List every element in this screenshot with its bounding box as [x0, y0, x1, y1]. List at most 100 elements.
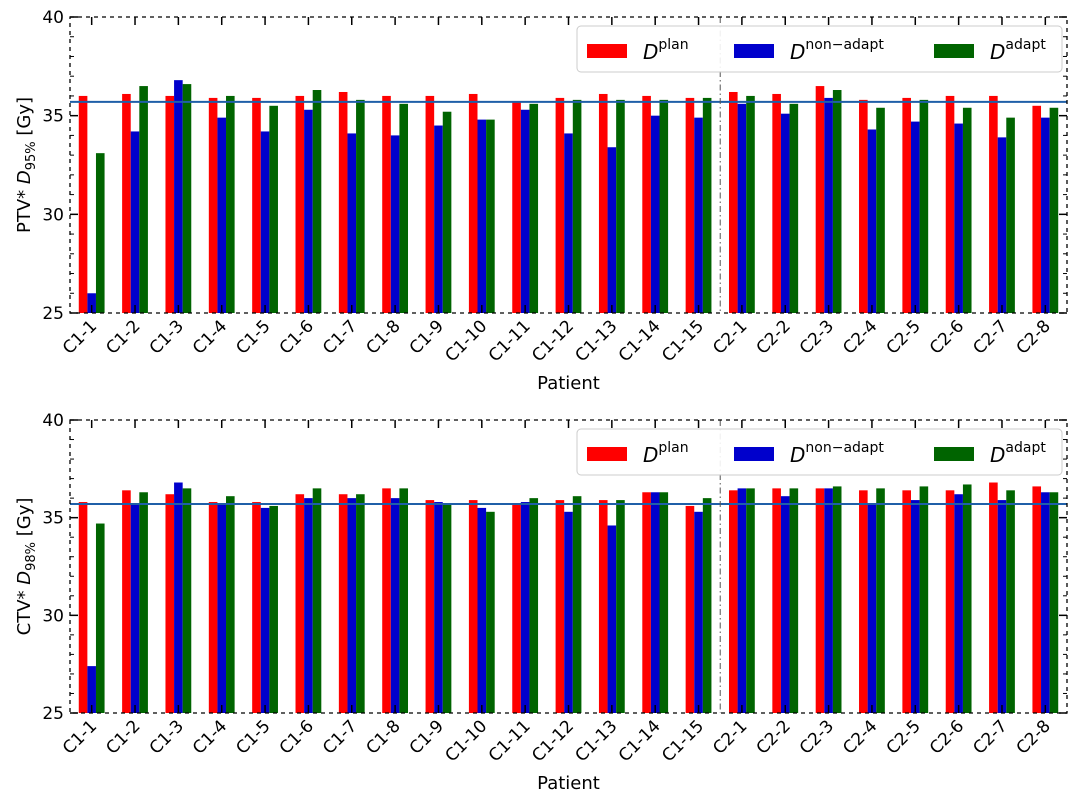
plot-area [70, 17, 1067, 313]
bar-plan-C1-15 [685, 505, 695, 713]
bar-nonadapt-C1-12 [564, 133, 573, 313]
bar-plan-C1-6 [295, 494, 305, 713]
x-tick-label: C2-3 [796, 316, 838, 358]
x-tick-label: C2-5 [883, 316, 925, 358]
bar-nonadapt-C2-4 [867, 503, 877, 713]
x-tick-label: C1-13 [572, 716, 622, 766]
bar-adapt-C1-11 [529, 498, 539, 713]
bar-adapt-C1-6 [312, 488, 322, 713]
bar-nonadapt-C1-1 [87, 666, 96, 713]
bar-nonadapt-C1-7 [347, 133, 357, 313]
bar-nonadapt-C1-15 [694, 117, 703, 313]
x-tick-label: C1-15 [658, 316, 708, 366]
bar-nonadapt-C1-10 [477, 507, 487, 713]
x-tick-label: C2-5 [883, 716, 925, 758]
bar-plan-C1-12 [555, 97, 565, 313]
legend-swatch [734, 447, 774, 461]
bar-adapt-C1-3 [182, 488, 192, 713]
y-axis-title: CTV* D98% [Gy] [14, 498, 39, 636]
x-tick-label: C2-6 [926, 716, 968, 758]
legend-box [576, 25, 1063, 73]
ctv-d98-panel: 25 30 35 40 C1-1 C1-2 C1-3 C1-4 C1-5 C1-6 C1-7 C1-8… [14, 411, 1068, 794]
x-tick-label: C2-4 [839, 316, 881, 358]
x-tick-label: C2-1 [709, 316, 751, 358]
legend-label: Dnon−adapt [790, 440, 884, 467]
bar-adapt-C1-1 [95, 523, 105, 713]
bar-nonadapt-C1-4 [217, 503, 227, 713]
x-tick-label: C1-11 [485, 716, 535, 766]
bar-adapt-C1-5 [269, 105, 278, 313]
y-tick-label: 25 [42, 704, 64, 724]
bar-nonadapt-C1-12 [564, 511, 573, 713]
x-tick-label: C2-8 [1013, 316, 1055, 358]
bar-adapt-C2-7 [1006, 117, 1015, 313]
x-tick-label: C1-1 [59, 716, 101, 758]
bar-nonadapt-C2-5 [910, 121, 920, 313]
bar-nonadapt-C1-15 [694, 511, 703, 713]
bar-plan-C2-2 [772, 93, 781, 313]
x-tick-label: C2-3 [796, 716, 838, 758]
bar-plan-C2-3 [815, 488, 825, 713]
x-axis-title: Patient [537, 773, 600, 794]
bar-nonadapt-C2-4 [867, 129, 877, 313]
x-tick-label: C1-7 [319, 316, 361, 358]
bar-plan-C1-10 [468, 500, 478, 713]
bar-nonadapt-C1-8 [390, 498, 400, 713]
bar-adapt-C1-8 [399, 103, 409, 313]
legend-swatch [934, 44, 974, 58]
bar-adapt-C1-12 [572, 99, 582, 313]
bar-adapt-C1-7 [356, 494, 365, 713]
y-tick-label: 40 [42, 411, 64, 431]
plot-area [70, 420, 1067, 713]
bar-plan-C2-1 [728, 490, 738, 713]
legend-label: Dadapt [990, 37, 1046, 64]
x-tick-label: C1-2 [102, 316, 144, 358]
x-tick-label: C1-6 [276, 716, 318, 758]
bar-plan-C1-11 [512, 101, 521, 313]
bar-adapt-C2-5 [919, 99, 929, 313]
bar-plan-C1-14 [642, 95, 651, 313]
x-tick-label: C2-8 [1013, 716, 1055, 758]
x-tick-label: C1-5 [232, 716, 274, 758]
bar-nonadapt-C1-9 [434, 502, 443, 713]
y-tick-label: 35 [42, 107, 64, 127]
x-tick-label: C2-2 [753, 316, 795, 358]
bar-nonadapt-C1-1 [87, 293, 96, 313]
x-tick-label: C1-11 [485, 316, 535, 366]
bar-adapt-C1-11 [529, 103, 539, 313]
bar-nonadapt-C2-6 [954, 494, 963, 713]
x-tick-label: C1-13 [572, 316, 622, 366]
bar-adapt-C1-8 [399, 488, 409, 713]
bar-nonadapt-C2-7 [997, 137, 1007, 313]
bar-plan-C1-4 [208, 502, 218, 713]
bar-nonadapt-C1-6 [304, 498, 313, 713]
bar-plan-C2-8 [1032, 105, 1042, 313]
bar-plan-C1-8 [382, 488, 391, 713]
bar-plan-C1-11 [512, 503, 521, 713]
bar-plan-C2-1 [728, 91, 738, 313]
x-tick-label: C1-3 [146, 716, 188, 758]
bar-adapt-C2-1 [746, 488, 755, 713]
bar-adapt-C1-7 [356, 99, 365, 313]
bar-nonadapt-C2-1 [737, 488, 747, 713]
bar-nonadapt-C1-8 [390, 135, 400, 313]
bar-adapt-C1-10 [486, 119, 495, 313]
x-tick-label: C1-4 [189, 316, 231, 358]
bar-plan-C1-2 [122, 93, 131, 313]
bar-adapt-C2-6 [962, 107, 972, 313]
bar-adapt-C2-2 [789, 488, 799, 713]
ptv-d95-panel: 25 30 35 40 C1-1 C1-2 C1-3 C1-4 C1-5 C1-6 C1-7 C1-8… [14, 8, 1068, 394]
bar-plan-C1-10 [468, 93, 478, 313]
bar-nonadapt-C1-3 [174, 80, 183, 313]
bar-adapt-C1-12 [572, 496, 582, 713]
bar-nonadapt-C1-2 [130, 503, 140, 713]
bar-nonadapt-C2-2 [780, 113, 790, 313]
x-tick-label: C2-4 [839, 716, 881, 758]
bar-plan-C2-6 [945, 490, 955, 713]
bar-adapt-C2-7 [1006, 490, 1015, 713]
x-tick-label: C1-1 [59, 316, 101, 358]
x-tick-label: C1-10 [442, 316, 492, 366]
bar-adapt-C2-3 [832, 90, 842, 313]
bar-nonadapt-C2-3 [824, 97, 833, 313]
